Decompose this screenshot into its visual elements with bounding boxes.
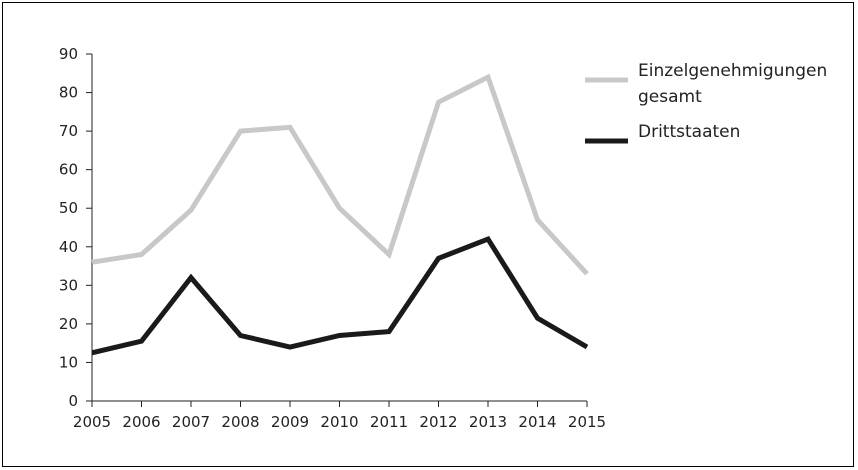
- x-tick-label: 2011: [370, 413, 408, 431]
- x-tick-label: 2008: [221, 413, 259, 431]
- series-group: [91, 73, 589, 356]
- y-tick-label: 30: [59, 276, 78, 294]
- series-line-einzelgenehmigungen-gesamt: [91, 73, 589, 276]
- legend: Einzelgenehmigungen gesamt Drittstaaten: [585, 61, 827, 144]
- axes: 0 10 20 30 40 50 60 70 80 90 2005 2006 2007 2008 2009 2…: [59, 45, 606, 431]
- y-tick-label: 0: [68, 392, 78, 410]
- legend-label: Einzelgenehmigungen: [638, 61, 827, 81]
- y-tick-label: 70: [59, 122, 78, 140]
- x-tick-label: 2006: [122, 413, 160, 431]
- y-tick-label: 80: [59, 84, 78, 102]
- y-tick-label: 90: [59, 45, 78, 63]
- y-tick-label: 50: [59, 199, 78, 217]
- legend-label: gesamt: [638, 87, 702, 107]
- x-tick-label: 2009: [271, 413, 309, 431]
- x-tick-label: 2010: [320, 413, 358, 431]
- x-tick-label: 2014: [518, 413, 556, 431]
- y-tick-label: 60: [59, 161, 78, 179]
- y-tick-label: 40: [59, 238, 78, 256]
- y-tick-label: 20: [59, 315, 78, 333]
- x-tick-label: 2013: [469, 413, 507, 431]
- legend-label: Drittstaaten: [638, 122, 740, 142]
- y-tick-label: 10: [59, 353, 78, 371]
- x-tick-label: 2012: [419, 413, 457, 431]
- x-tick-label: 2005: [73, 413, 111, 431]
- x-tick-label: 2015: [568, 413, 606, 431]
- x-tick-label: 2007: [172, 413, 210, 431]
- series-line-drittstaaten: [91, 236, 589, 356]
